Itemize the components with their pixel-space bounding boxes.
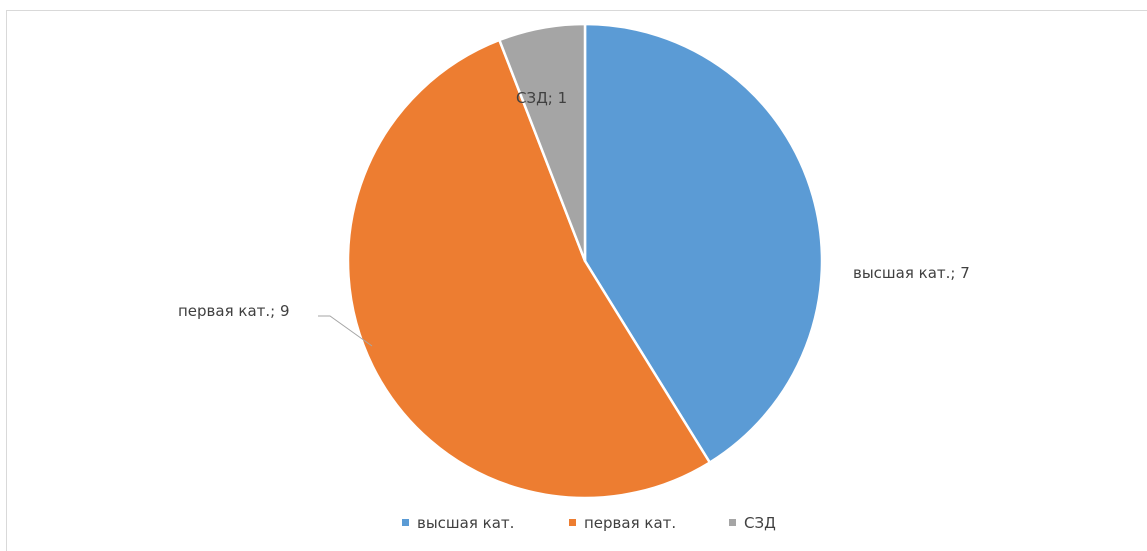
legend-item-1: высшая кат. (402, 514, 514, 532)
data-labels: высшая кат.; 7 первая кат.; 9 СЗД; 1 (178, 89, 970, 320)
pie-slice-3 (498, 22, 587, 263)
data-label-1: высшая кат.; 7 (853, 264, 970, 282)
legend-swatch-3 (729, 519, 736, 526)
pie-slices (346, 22, 824, 500)
legend: высшая кат. первая кат. СЗД (402, 514, 776, 532)
legend-item-2: первая кат. (569, 514, 676, 532)
legend-swatch-2 (569, 519, 576, 526)
data-label-2: первая кат.; 9 (178, 302, 290, 320)
pie-slice-2 (346, 38, 712, 500)
data-label-3: СЗД; 1 (516, 89, 567, 107)
legend-swatch-1 (402, 519, 409, 526)
legend-label-1: высшая кат. (417, 514, 514, 532)
leader-line-2 (318, 315, 373, 347)
legend-label-3: СЗД (744, 514, 776, 532)
leader-lines (318, 315, 373, 347)
legend-item-3: СЗД (729, 514, 776, 532)
pie-slice-1 (583, 22, 824, 464)
legend-label-2: первая кат. (584, 514, 676, 532)
